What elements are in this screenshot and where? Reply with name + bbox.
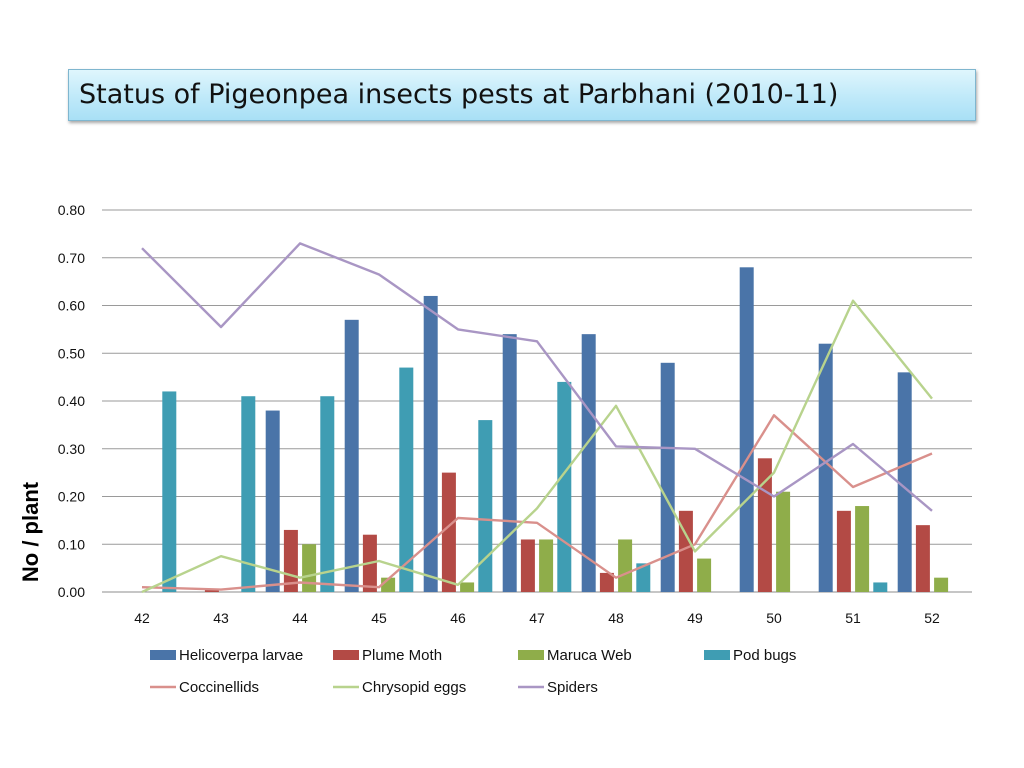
bar [302,544,317,592]
legend-label: Chrysopid eggs [362,679,466,696]
y-axis-label: No / plant [18,481,43,582]
x-tick-label: 49 [687,610,703,626]
bar [399,367,414,592]
y-tick-label: 0.20 [58,489,85,505]
x-tick-label: 44 [292,610,308,626]
legend-swatch [518,650,544,660]
x-tick-label: 52 [924,610,940,626]
legend-label: Coccinellids [179,679,259,696]
bar [897,372,912,592]
bar [581,334,596,592]
legend-swatch [333,650,359,660]
bar [423,295,438,592]
bar [478,420,493,592]
bar [855,506,870,592]
legend-label: Spiders [547,679,598,696]
bar [557,381,572,592]
bar [873,582,888,592]
chart-bars [162,267,949,592]
chart-lines [141,242,933,594]
legend-label: Pod bugs [733,647,796,664]
bar [502,334,517,592]
x-tick-label: 46 [450,610,466,626]
bar [836,510,851,592]
x-tick-label: 47 [529,610,545,626]
series-line [141,242,933,512]
bar [636,563,651,592]
bar [204,589,219,592]
y-axis-label-text: No / plant [18,481,43,582]
bar [915,525,930,592]
x-axis-ticks: 42 43 44 45 46 47 48 49 50 51 52 [134,610,940,626]
y-tick-label: 0.70 [58,250,85,266]
bar [776,491,791,592]
bar [441,472,456,592]
legend-swatch [150,650,176,660]
y-tick-label: 0.00 [58,584,85,600]
y-tick-label: 0.60 [58,298,85,314]
y-tick-label: 0.10 [58,536,85,552]
bar [241,396,256,592]
bar [460,582,475,592]
bar [660,362,675,592]
chart-title: Status of Pigeonpea insects pests at Par… [79,79,839,110]
x-tick-label: 43 [213,610,229,626]
bar [344,319,359,592]
x-tick-label: 51 [845,610,861,626]
x-tick-label: 50 [766,610,782,626]
bar [739,267,754,592]
bar [697,558,712,592]
y-tick-label: 0.30 [58,441,85,457]
bar [618,539,633,592]
bar [934,577,949,592]
x-tick-label: 45 [371,610,387,626]
y-tick-label: 0.80 [58,202,85,218]
series-line [141,299,933,594]
legend-label: Plume Moth [362,647,442,664]
bar [678,510,693,592]
legend-label: Helicoverpa larvae [179,647,303,664]
y-tick-label: 0.50 [58,345,85,361]
legend: Helicoverpa larvae Plume Moth Maruca Web Po… [150,647,796,696]
legend-label: Maruca Web [547,647,632,664]
x-tick-label: 42 [134,610,150,626]
y-axis-ticks: 0.00 0.10 0.20 0.30 0.40 0.50 0.60 0.70 0.80 [58,202,85,600]
bar [265,410,280,592]
bar [520,539,535,592]
title-box: Status of Pigeonpea insects pests at Par… [68,69,976,121]
x-tick-label: 48 [608,610,624,626]
bar [539,539,554,592]
series-line [141,414,933,591]
bar [162,391,177,592]
bar [320,396,335,592]
y-tick-label: 0.40 [58,393,85,409]
bar [818,343,833,592]
bar [599,572,614,592]
legend-swatch [704,650,730,660]
